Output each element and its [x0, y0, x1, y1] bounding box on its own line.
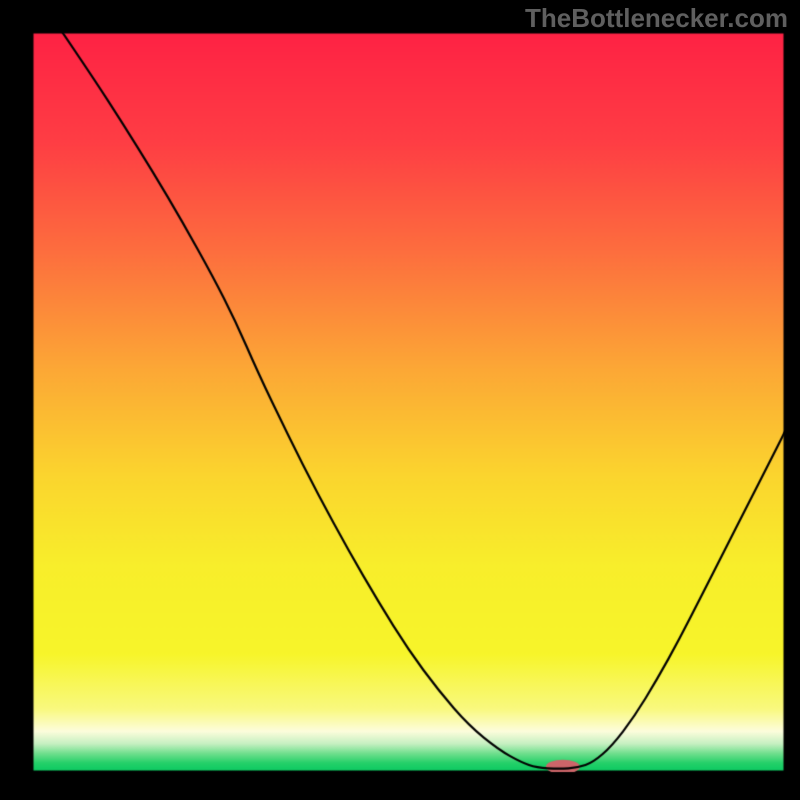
curve-layer [0, 0, 800, 800]
watermark-text: TheBottlenecker.com [525, 3, 788, 34]
chart-stage: TheBottlenecker.com [0, 0, 800, 800]
